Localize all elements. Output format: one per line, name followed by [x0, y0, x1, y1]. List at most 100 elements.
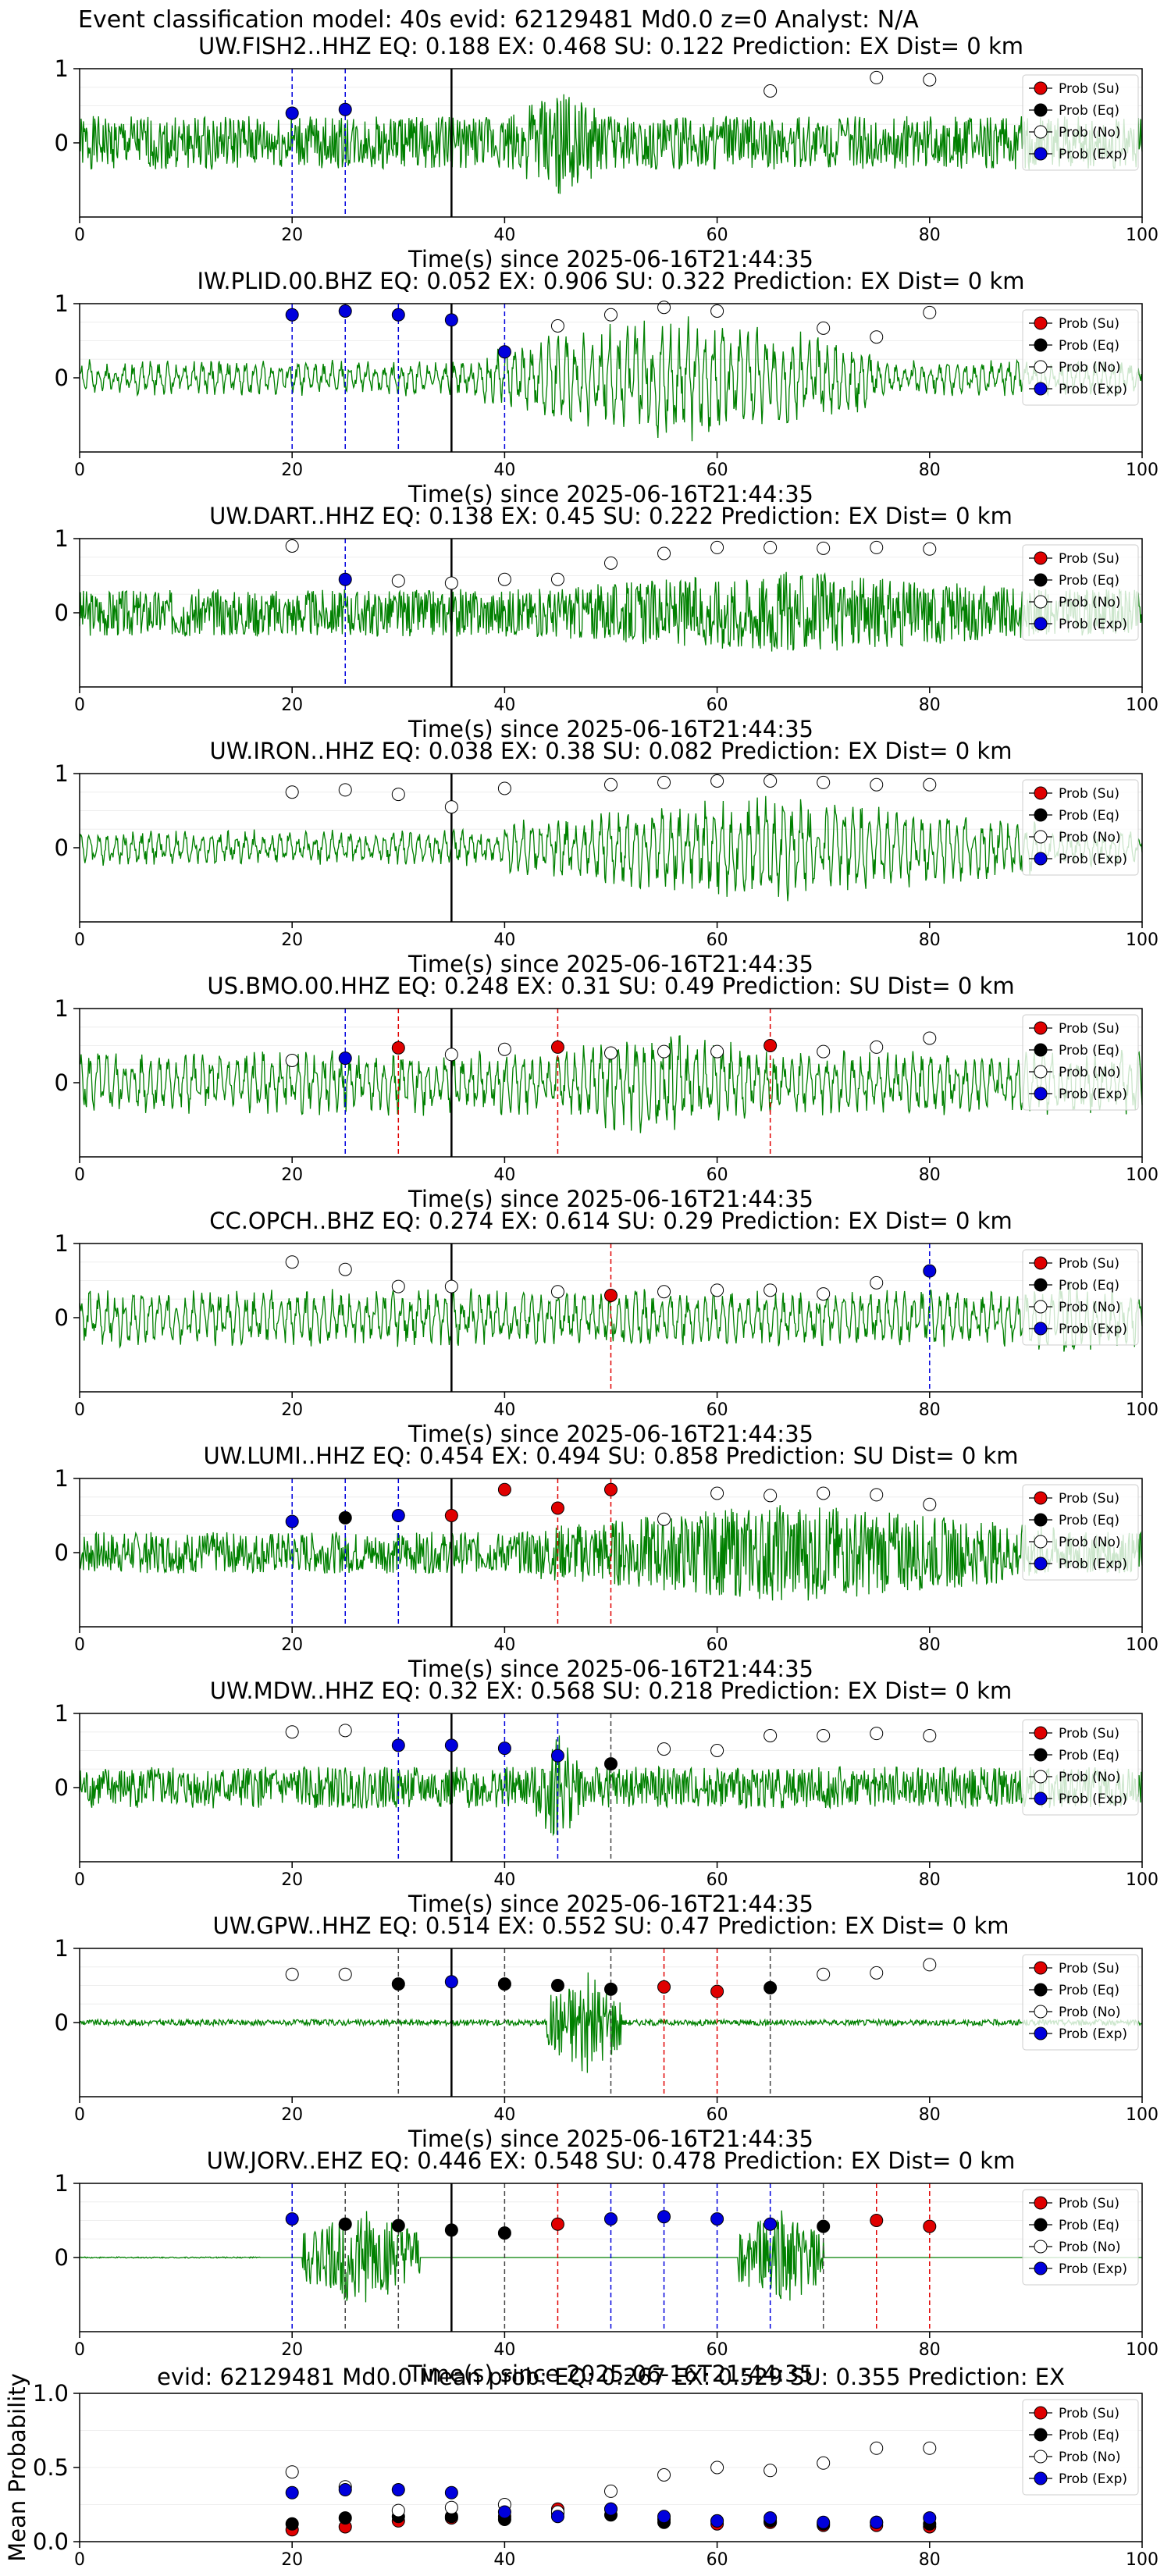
legend-marker-no: [1034, 1535, 1048, 1549]
y-tick-label: 1: [55, 1230, 69, 1257]
x-tick-label: 0: [74, 2340, 85, 2360]
prob-marker-no: [550, 1285, 564, 1299]
legend-marker-su: [1034, 316, 1048, 330]
x-tick-label: 40: [493, 930, 515, 950]
prob-marker-no: [497, 781, 511, 795]
panel-title: evid: 62129481 Md0.0 Mean prob: EQ: 0.26…: [156, 2364, 1066, 2390]
legend: Prob (Su) Prob (Eq) Prob (No) Prob (Exp): [1022, 74, 1139, 171]
prob-marker-no: [285, 785, 299, 799]
legend-label-exp: Prob (Exp): [1059, 2261, 1127, 2277]
x-axis-label: Time(s) since 2025-06-16T21:44:35: [408, 2361, 813, 2387]
prob-marker-no: [338, 783, 352, 797]
legend-label-no: Prob (No): [1059, 1065, 1121, 1080]
prob-marker-exp: [444, 1975, 458, 1989]
x-tick-label: 80: [919, 226, 941, 245]
legend-marker-no: [1034, 830, 1048, 844]
legend-marker-exp: [1034, 1087, 1048, 1101]
x-tick-label: 60: [707, 2340, 728, 2360]
prob-marker-eq: [391, 2218, 405, 2233]
legend-marker-exp: [1034, 2026, 1048, 2041]
y-tick-label: 0.5: [33, 2454, 69, 2481]
prob-marker-eq: [763, 1980, 778, 1994]
y-tick-label: 0: [55, 834, 69, 861]
prob-marker-no: [817, 1044, 831, 1059]
legend-box: [1022, 2189, 1139, 2286]
y-tick-label: 1: [55, 1465, 69, 1492]
legend-box: [1022, 1484, 1139, 1581]
legend-marker-exp: [1034, 1322, 1048, 1336]
x-axis-label: Time(s) since 2025-06-16T21:44:35: [408, 951, 813, 977]
legend-label-eq: Prob (Eq): [1059, 1983, 1119, 1998]
legend-label-su: Prob (Su): [1059, 2196, 1119, 2211]
x-tick-label: 0: [74, 1400, 85, 1420]
y-tick-label: 1: [55, 2170, 69, 2197]
legend: Prob (Su) Prob (Eq) Prob (No) Prob (Exp): [1022, 779, 1139, 876]
prob-marker-no: [657, 546, 671, 560]
prob-marker-no: [763, 1729, 778, 1742]
mean-marker-eq: [338, 2511, 352, 2525]
x-tick-label: 40: [493, 461, 515, 480]
prob-marker-eq: [604, 1757, 618, 1771]
legend-marker-su: [1034, 1491, 1048, 1505]
legend-label-exp: Prob (Exp): [1059, 2026, 1127, 2042]
prob-marker-no: [391, 788, 405, 802]
mean-marker-no: [444, 2500, 458, 2514]
legend-marker-exp: [1034, 1791, 1048, 1806]
prob-marker-exp: [923, 1264, 937, 1278]
prob-marker-su: [550, 1040, 564, 1054]
x-tick-label: 60: [707, 461, 728, 480]
prob-marker-no: [923, 1729, 937, 1742]
prob-marker-exp: [444, 1738, 458, 1752]
prob-marker-exp: [338, 1051, 352, 1066]
x-tick-label: 20: [281, 930, 303, 950]
x-tick-label: 20: [281, 1400, 303, 1420]
x-axis-label: Time(s) since 2025-06-16T21:44:35: [408, 716, 813, 742]
prob-marker-no: [710, 774, 724, 788]
prob-marker-no: [338, 1262, 352, 1276]
prob-marker-no: [391, 574, 405, 588]
prob-marker-eq: [550, 1979, 564, 1992]
prob-marker-no: [870, 1276, 884, 1290]
legend-marker-su: [1034, 2196, 1048, 2210]
mean-marker-exp: [391, 2483, 405, 2496]
prob-marker-eq: [497, 1977, 511, 1991]
x-tick-label: 100: [1126, 1165, 1159, 1185]
prob-marker-eq: [604, 1982, 618, 1996]
x-axis-label: Time(s) since 2025-06-16T21:44:35: [408, 1421, 813, 1447]
legend-label-no: Prob (No): [1059, 1535, 1121, 1550]
legend-label-exp: Prob (Exp): [1059, 1791, 1127, 1807]
legend-box: [1022, 544, 1139, 641]
legend-marker-no: [1034, 125, 1048, 139]
legend-box: [1022, 2399, 1139, 2496]
x-tick-label: 80: [919, 696, 941, 715]
x-tick-label: 20: [281, 226, 303, 245]
x-tick-label: 20: [281, 2550, 303, 2570]
prob-marker-exp: [391, 1509, 405, 1522]
x-tick-label: 0: [74, 226, 85, 245]
legend-marker-eq: [1034, 103, 1048, 117]
panel-title: UW.IRON..HHZ EQ: 0.038 EX: 0.38 SU: 0.08…: [209, 738, 1013, 764]
prob-marker-no: [870, 1966, 884, 1980]
mean-marker-exp: [285, 2485, 299, 2500]
prob-marker-no: [870, 1488, 884, 1502]
x-tick-label: 0: [74, 2105, 85, 2125]
x-axis-label: Time(s) since 2025-06-16T21:44:35: [408, 1891, 813, 1917]
prob-marker-no: [285, 539, 299, 553]
legend-label-exp: Prob (Exp): [1059, 852, 1127, 867]
x-tick-label: 100: [1126, 461, 1159, 480]
legend: Prob (Su) Prob (Eq) Prob (No) Prob (Exp): [1022, 2189, 1139, 2286]
legend-marker-exp: [1034, 852, 1048, 866]
y-tick-label: 0: [55, 1304, 69, 1331]
mean-marker-exp: [923, 2511, 937, 2525]
mean-marker-exp: [604, 2502, 618, 2516]
panel-title: UW.GPW..HHZ EQ: 0.514 EX: 0.552 SU: 0.47…: [212, 1912, 1009, 1939]
legend-marker-no: [1034, 1300, 1048, 1314]
legend-marker-exp: [1034, 382, 1048, 396]
legend-marker-su: [1034, 1021, 1048, 1035]
y-tick-label: 1: [55, 290, 69, 317]
y-tick-label: 1.0: [33, 2380, 69, 2407]
